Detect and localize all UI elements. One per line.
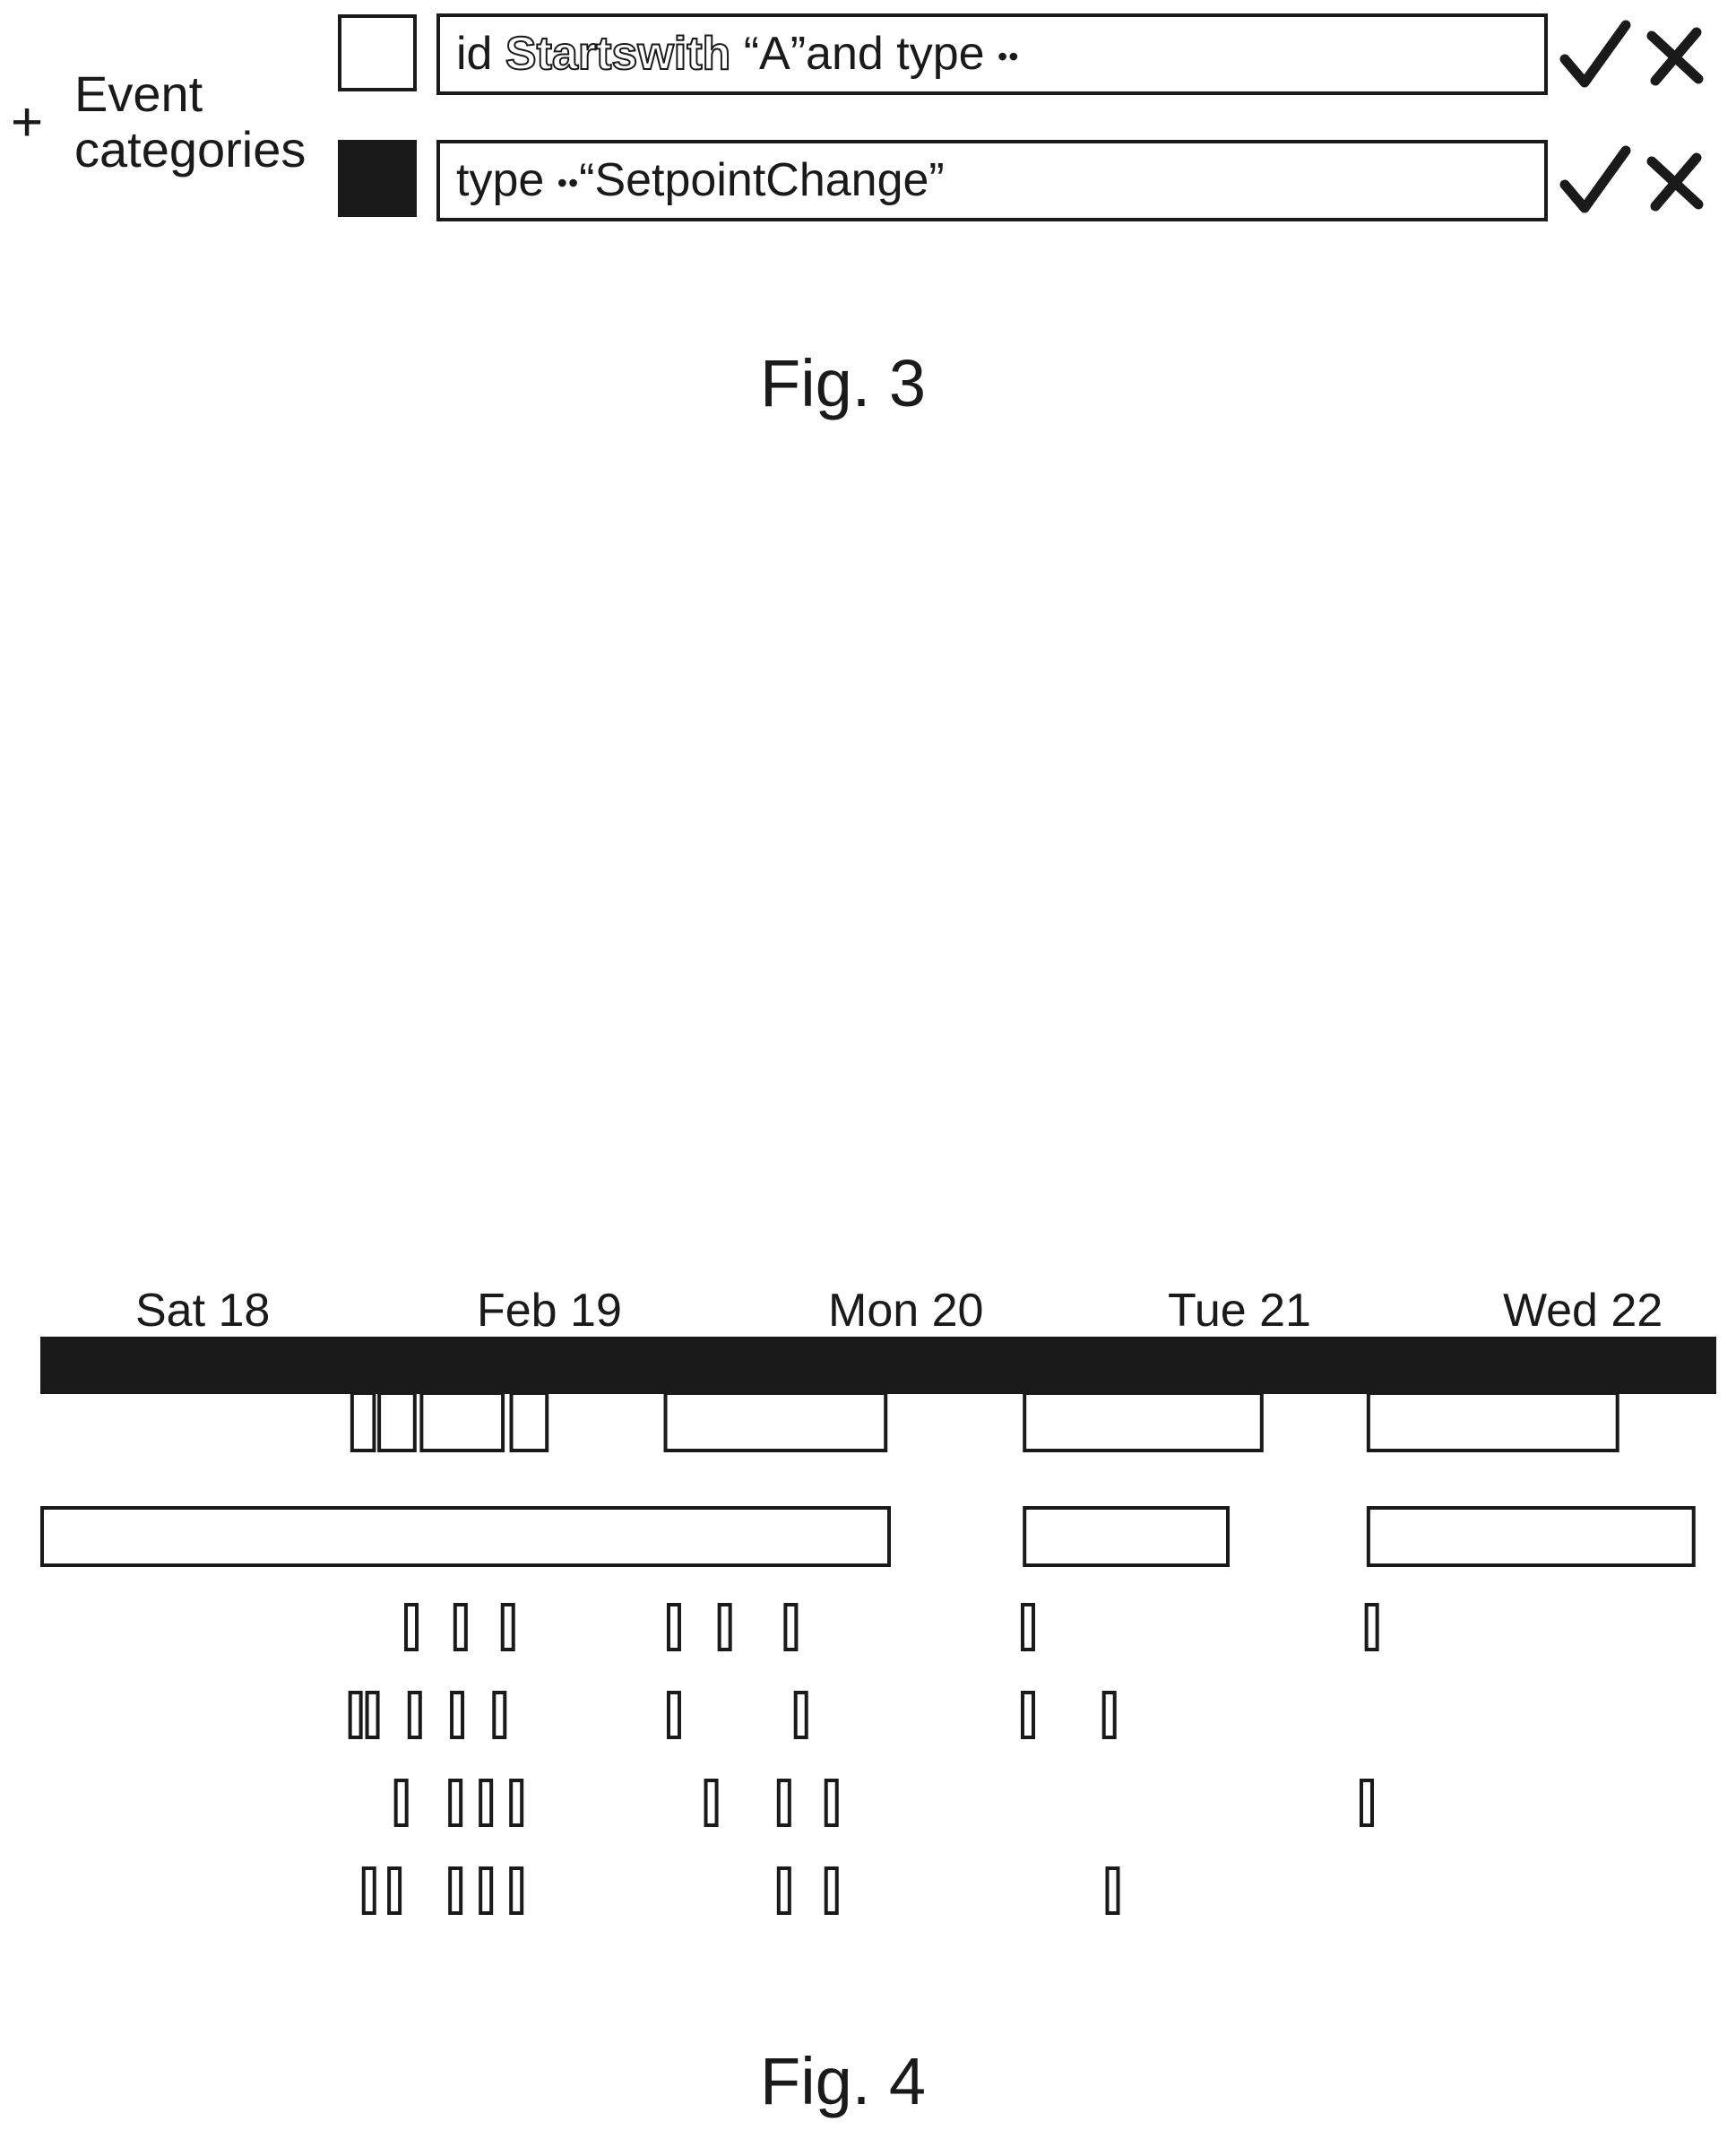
event-marker	[796, 1693, 807, 1737]
event-marker	[669, 1693, 679, 1737]
event-marker	[669, 1605, 679, 1650]
figure-caption: Fig. 4	[760, 2046, 926, 2117]
event-marker	[350, 1693, 361, 1737]
timeline-rows	[42, 1393, 1694, 1913]
interval-bar	[1369, 1393, 1618, 1451]
event-marker	[720, 1605, 730, 1650]
event-marker	[1023, 1605, 1033, 1650]
event-marker	[1367, 1605, 1378, 1650]
event-marker	[389, 1868, 400, 1913]
event-marker	[511, 1868, 522, 1913]
timeline-axis-bar	[40, 1337, 1716, 1394]
event-marker	[406, 1605, 417, 1650]
event-marker	[450, 1868, 461, 1913]
interval-bar	[352, 1393, 375, 1451]
event-marker	[826, 1868, 837, 1913]
event-marker	[480, 1780, 491, 1825]
event-marker	[494, 1693, 505, 1737]
interval-bar	[1024, 1508, 1228, 1565]
interval-bar	[666, 1393, 886, 1451]
interval-bar	[512, 1393, 548, 1451]
interval-bar	[1024, 1393, 1262, 1451]
event-marker	[1107, 1868, 1118, 1913]
event-marker	[410, 1693, 420, 1737]
event-marker	[452, 1693, 462, 1737]
event-marker	[1104, 1693, 1115, 1737]
event-marker	[396, 1780, 407, 1825]
event-marker	[480, 1868, 491, 1913]
event-marker	[503, 1605, 514, 1650]
event-marker	[779, 1780, 790, 1825]
event-marker	[826, 1780, 837, 1825]
event-marker	[511, 1780, 522, 1825]
event-marker	[1023, 1693, 1033, 1737]
interval-bar	[1369, 1508, 1694, 1565]
event-marker	[779, 1868, 790, 1913]
event-marker	[706, 1780, 717, 1825]
event-marker	[785, 1605, 796, 1650]
event-marker	[367, 1693, 378, 1737]
interval-bar	[421, 1393, 503, 1451]
interval-bar	[379, 1393, 415, 1451]
event-marker	[364, 1868, 375, 1913]
event-marker	[1361, 1780, 1372, 1825]
interval-bar	[42, 1508, 889, 1565]
event-marker	[450, 1780, 461, 1825]
event-marker	[455, 1605, 466, 1650]
